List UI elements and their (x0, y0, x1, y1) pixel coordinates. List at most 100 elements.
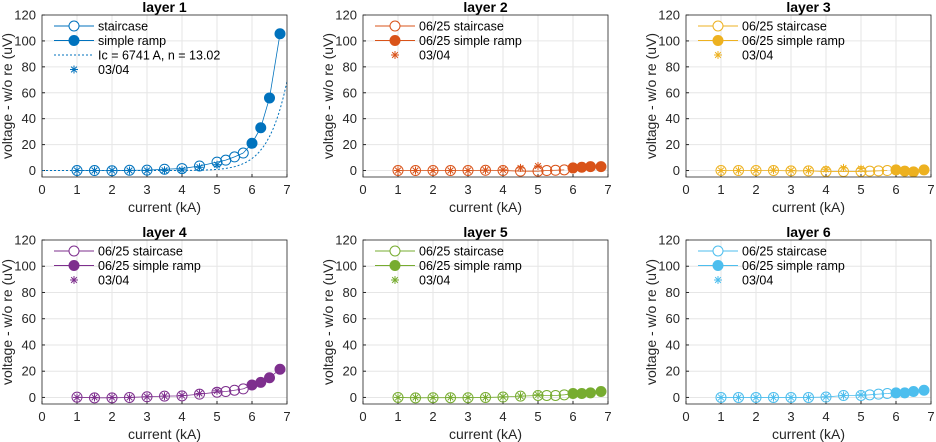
star-marker (769, 393, 778, 402)
y-tick-label: 0 (673, 163, 680, 178)
filled-circle-marker (918, 164, 930, 176)
open-circle-marker (124, 391, 135, 403)
star-marker (213, 386, 221, 395)
star-marker (734, 166, 743, 175)
subplot-layer-2: 0 1 2 3 4 5 6 7 0 20 40 60 80 100 120 current (kA) volta… (320, 0, 612, 215)
x-tick-label: 1 (717, 409, 724, 424)
x-tick-label: 6 (892, 409, 899, 424)
y-tick-label: 40 (666, 337, 680, 352)
subplot-layer-5: 0 1 2 3 4 5 6 7 0 20 40 60 80 100 120 current (kA) volta… (320, 224, 612, 442)
open-circle-marker (550, 389, 561, 401)
x-axis-label: current (kA) (449, 426, 522, 442)
open-circle-marker (873, 388, 884, 400)
legend-item: 06/25 simple ramp (375, 34, 522, 48)
y-tick-label: 60 (22, 85, 36, 100)
filled-circle-marker (585, 387, 596, 399)
open-circle-marker (515, 390, 526, 402)
x-axis-label: current (kA) (128, 426, 201, 442)
star-marker (108, 166, 116, 175)
y-tick-label: 80 (22, 59, 36, 74)
open-circle-marker (141, 391, 153, 403)
legend-open-circle-icon (68, 20, 80, 32)
filled-circle-marker (908, 386, 919, 398)
x-tick-label: 6 (569, 182, 576, 197)
star-marker (516, 163, 525, 172)
legend-item: 03/04 (70, 63, 129, 77)
filled-circle-marker (246, 137, 258, 149)
star-marker (822, 392, 830, 401)
legend-filled-circle-icon (68, 35, 80, 46)
star-marker (481, 166, 490, 175)
legend-label: 06/25 staircase (419, 20, 504, 34)
x-tick-label: 5 (534, 182, 541, 197)
y-tick-label: 40 (343, 111, 357, 126)
filled-circle-marker (255, 376, 267, 388)
star-marker (195, 163, 204, 172)
legend-label: 06/25 staircase (419, 245, 504, 259)
open-circle-marker (715, 391, 727, 403)
star-marker (534, 390, 542, 399)
star-marker (787, 393, 795, 402)
x-tick-label: 1 (394, 409, 401, 424)
x-tick-label: 0 (682, 409, 689, 424)
x-tick-label: 2 (752, 182, 759, 197)
legend-label: 06/25 simple ramp (419, 259, 522, 273)
x-tick-label: 6 (569, 409, 576, 424)
filled-circle-marker (918, 384, 930, 396)
legend-filled-circle-icon (68, 260, 80, 271)
legend-item: 06/25 staircase (698, 20, 827, 34)
open-circle-marker (750, 165, 762, 177)
star-marker (752, 166, 760, 175)
legend-item: 06/25 staircase (698, 245, 827, 259)
legend-item: 03/04 (714, 274, 773, 288)
y-axis-label: voltage - w/o re (uV) (0, 33, 15, 159)
y-tick-label: 120 (335, 233, 357, 248)
legend-star-icon (714, 51, 722, 59)
legend-item: 03/04 (391, 274, 450, 288)
open-circle-marker (750, 391, 762, 403)
x-tick-label: 0 (359, 409, 366, 424)
x-tick-label: 3 (464, 182, 471, 197)
star-marker (804, 393, 813, 402)
star-marker (769, 166, 778, 175)
x-tick-label: 2 (108, 409, 115, 424)
y-tick-label: 60 (343, 85, 357, 100)
plot-area (686, 240, 931, 404)
open-circle-marker (803, 165, 814, 177)
x-tick-label: 0 (359, 182, 366, 197)
subplot-layer-4: 0 1 2 3 4 5 6 7 0 20 40 60 80 100 120 current (kA) volta… (0, 224, 291, 442)
x-tick-label: 4 (178, 182, 185, 197)
filled-circle-marker (264, 372, 275, 384)
open-circle-marker (229, 384, 240, 396)
open-circle-marker (237, 147, 249, 159)
x-tick-label: 3 (464, 409, 471, 424)
y-tick-label: 100 (658, 33, 680, 48)
fit-line (42, 81, 287, 171)
plot-marks (715, 384, 930, 403)
open-circle-marker (106, 392, 118, 404)
open-circle-marker (176, 390, 188, 402)
chart-title: layer 3 (786, 0, 831, 15)
filled-circle-marker (274, 363, 286, 375)
star-marker (143, 166, 151, 175)
y-tick-label: 40 (666, 111, 680, 126)
legend-item: 06/25 simple ramp (375, 259, 522, 273)
legend-open-circle-icon (712, 245, 724, 257)
star-marker (73, 166, 81, 175)
star-marker (411, 166, 420, 175)
y-tick-label: 100 (658, 259, 680, 274)
y-tick-label: 120 (658, 8, 680, 23)
y-tick-label: 80 (343, 59, 357, 74)
y-tick-label: 100 (335, 33, 357, 48)
open-circle-marker (392, 391, 404, 403)
open-circle-marker (550, 164, 561, 176)
x-tick-label: 7 (604, 182, 611, 197)
legend-item: Ic = 6741 A, n = 13.02 (54, 49, 220, 63)
legend-label: 06/25 staircase (742, 245, 827, 259)
y-tick-label: 60 (22, 311, 36, 326)
x-tick-label: 5 (534, 409, 541, 424)
legend-star-icon (714, 276, 722, 284)
